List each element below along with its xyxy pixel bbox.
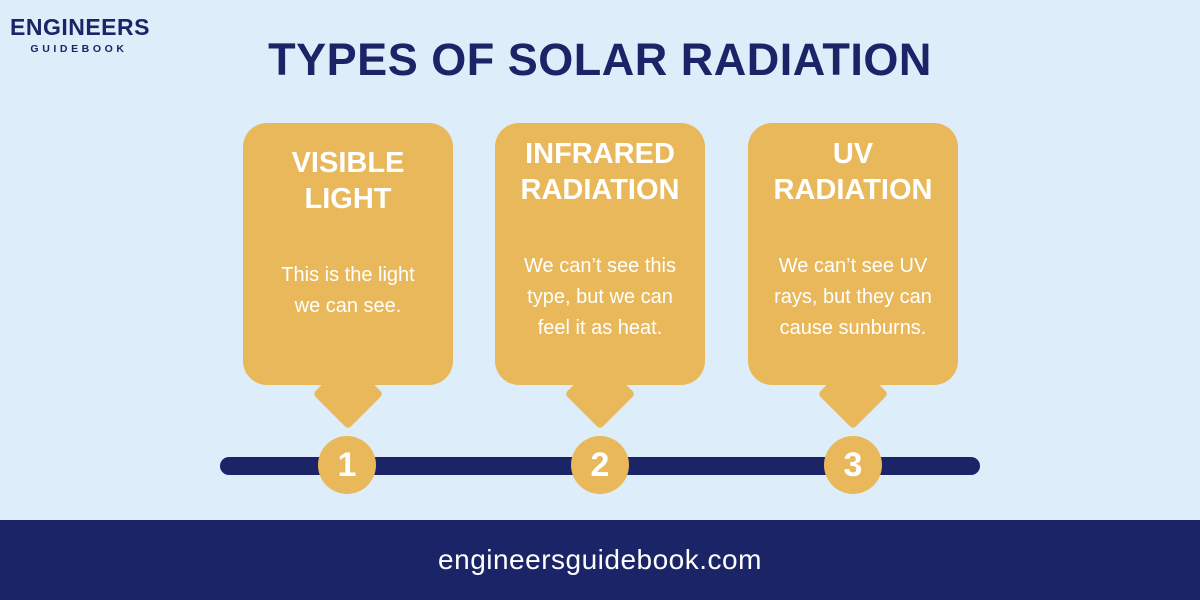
step-number-3: 3 (824, 436, 882, 494)
card-desc-line: We can’t see UV (778, 255, 928, 277)
card-description: We can’t see UV rays, but they can cause… (748, 251, 958, 344)
logo-main-text: ENGINEERS (10, 14, 150, 40)
brand-logo: ENGINEERS GUIDEBOOK (10, 14, 150, 56)
footer-website-url: engineersguidebook.com (438, 544, 762, 575)
card-pointer (564, 358, 636, 430)
page-title: TYPES OF SOLAR RADIATION (268, 34, 932, 85)
card-desc-line: cause sunburns. (779, 317, 927, 339)
step-number-1: 1 (318, 436, 376, 494)
card-desc-line: feel it as heat. (537, 317, 663, 339)
step-number-2: 2 (571, 436, 629, 494)
card-visible-light: VISIBLE LIGHT This is the light we can s… (243, 123, 453, 430)
card-title-line: RADIATION (773, 174, 933, 206)
card-description: This is the light we can see. (243, 260, 453, 322)
card-title-line: VISIBLE (291, 147, 405, 179)
card-title: VISIBLE LIGHT (243, 145, 453, 217)
card-title-line: LIGHT (304, 183, 392, 215)
card-uv-radiation: UV RADIATION We can’t see UV rays, but t… (748, 123, 958, 430)
card-desc-line: type, but we can (527, 286, 673, 308)
card-description: We can’t see this type, but we can feel … (495, 251, 705, 344)
card-pointer (312, 358, 384, 430)
footer-bar: engineersguidebook.com (0, 520, 1200, 600)
card-pointer (817, 358, 889, 430)
card-desc-line: rays, but they can (774, 286, 932, 308)
card-title: INFRARED RADIATION (495, 136, 705, 208)
card-infrared-radiation: INFRARED RADIATION We can’t see this typ… (495, 123, 705, 430)
card-title-line: UV (832, 138, 874, 170)
card-desc-line: We can’t see this (524, 255, 676, 277)
card-title-line: INFRARED (525, 138, 675, 170)
card-desc-line: This is the light (281, 264, 415, 286)
logo-sub-text: GUIDEBOOK (30, 43, 128, 55)
card-title: UV RADIATION (748, 136, 958, 208)
card-desc-line: we can see. (294, 295, 402, 317)
card-title-line: RADIATION (520, 174, 680, 206)
